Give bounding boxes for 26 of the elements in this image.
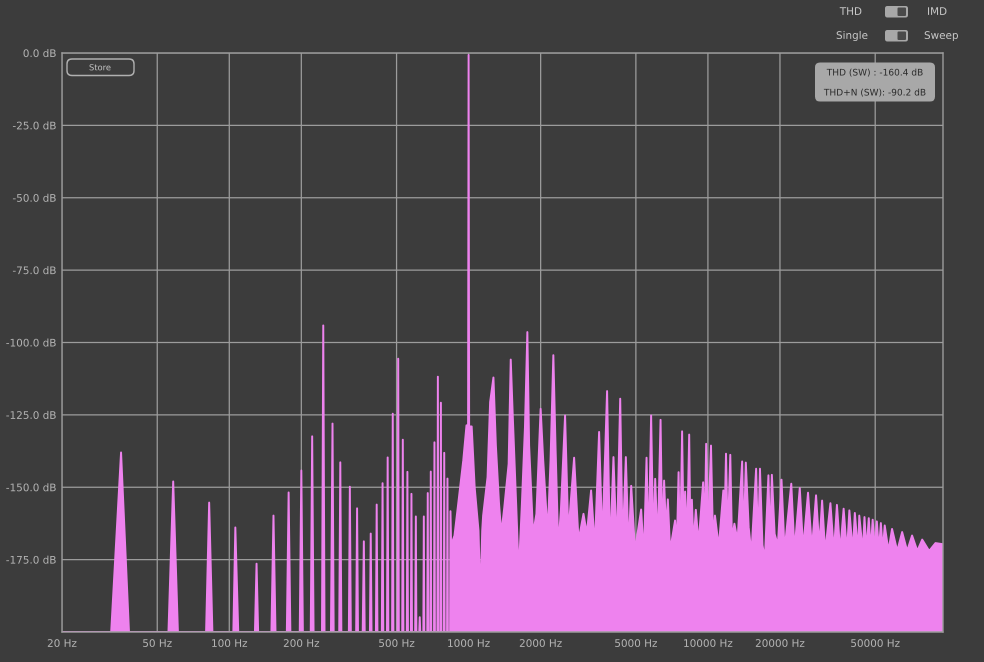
y-tick-label: -50.0 dB <box>12 194 56 202</box>
x-tick-label: 100 Hz <box>212 639 248 648</box>
x-tick-label: 10000 Hz <box>684 639 732 648</box>
y-tick-label: -125.0 dB <box>6 410 56 419</box>
text: Sweep <box>924 31 958 42</box>
text: IMD <box>928 7 946 15</box>
y-tick-label: -75.0 dB <box>12 266 56 274</box>
y-tick-label: -100.0 dB <box>6 338 56 347</box>
annotation: THD (SW) : -160.4 dB <box>826 68 923 77</box>
y-tick-label: -150.0 dB <box>6 483 56 492</box>
y-tick-label: -25.0 dB <box>12 121 56 130</box>
x-tick-label: 5000 Hz <box>615 639 657 648</box>
x-tick-label: 200 Hz <box>284 639 320 648</box>
x-tick-label: 20000 Hz <box>756 639 804 648</box>
y-tick-label: 0.0 dB <box>23 49 56 58</box>
x-tick-label: 50000 Hz <box>851 639 900 648</box>
x-tick-label: 50 Hz <box>143 639 172 648</box>
x-tick-label: 2000 Hz <box>520 639 562 648</box>
annotation: Store <box>90 64 111 70</box>
x-tick-label: 500 Hz <box>379 639 414 648</box>
text: THD <box>840 7 862 15</box>
y-tick-label: -175.0 dB <box>6 556 56 564</box>
x-tick-label: 1000 Hz <box>448 639 490 648</box>
x-tick-label: 20 Hz <box>48 639 76 648</box>
text: Single <box>836 30 868 42</box>
annotation: THD+N (SW): -90.2 dB <box>824 88 926 97</box>
